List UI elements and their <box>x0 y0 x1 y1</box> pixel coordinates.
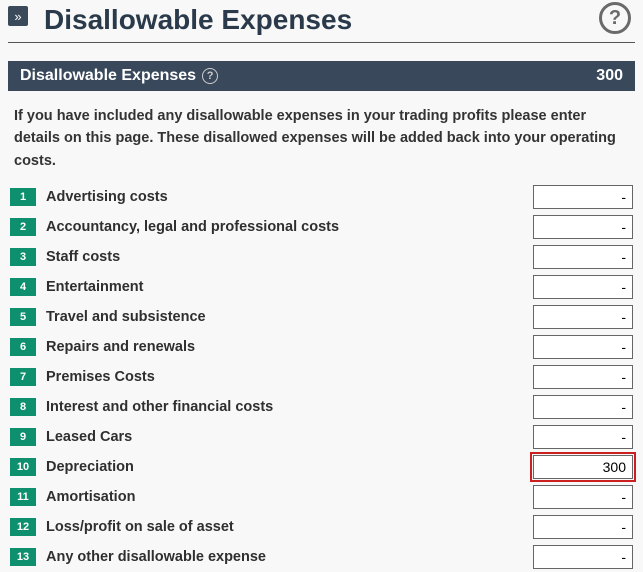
row-label: Interest and other financial costs <box>46 399 523 415</box>
expense-row: 12 Loss/profit on sale of asset <box>10 512 633 542</box>
row-value-input[interactable] <box>533 245 633 269</box>
row-number: 2 <box>10 218 36 236</box>
expense-row: 9 Leased Cars <box>10 422 633 452</box>
row-label: Repairs and renewals <box>46 339 523 355</box>
row-label: Loss/profit on sale of asset <box>46 519 523 535</box>
row-label: Entertainment <box>46 279 523 295</box>
row-number: 3 <box>10 248 36 266</box>
expense-row: 8 Interest and other financial costs <box>10 392 633 422</box>
row-value-input[interactable] <box>533 425 633 449</box>
row-value-input[interactable] <box>533 335 633 359</box>
expense-row: 1 Advertising costs <box>10 182 633 212</box>
row-label: Accountancy, legal and professional cost… <box>46 219 523 235</box>
row-label: Leased Cars <box>46 429 523 445</box>
row-number: 8 <box>10 398 36 416</box>
row-value-input[interactable] <box>533 455 633 479</box>
expense-row: 7 Premises Costs <box>10 362 633 392</box>
expense-row: 6 Repairs and renewals <box>10 332 633 362</box>
row-value-input[interactable] <box>533 545 633 569</box>
row-label: Depreciation <box>46 459 523 475</box>
expense-row: 3 Staff costs <box>10 242 633 272</box>
page-title: Disallowable Expenses ? <box>8 0 635 43</box>
row-value-input[interactable] <box>533 275 633 299</box>
expense-row: 5 Travel and subsistence <box>10 302 633 332</box>
expense-rows: 1 Advertising costs 2 Accountancy, legal an… <box>0 182 643 572</box>
row-label: Travel and subsistence <box>46 309 523 325</box>
row-number: 4 <box>10 278 36 296</box>
row-label: Staff costs <box>46 249 523 265</box>
section-total: 300 <box>596 67 623 85</box>
expense-row: 4 Entertainment <box>10 272 633 302</box>
row-value-input[interactable] <box>533 215 633 239</box>
row-number: 5 <box>10 308 36 326</box>
row-value-input[interactable] <box>533 485 633 509</box>
row-number: 10 <box>10 458 36 476</box>
expense-row: 2 Accountancy, legal and professional cos… <box>10 212 633 242</box>
row-value-input[interactable] <box>533 395 633 419</box>
row-value-input[interactable] <box>533 185 633 209</box>
row-number: 11 <box>10 488 36 506</box>
section-header: Disallowable Expenses ? 300 <box>8 61 635 91</box>
intro-text: If you have included any disallowable ex… <box>0 91 643 182</box>
expense-row: 11 Amortisation <box>10 482 633 512</box>
row-value-input[interactable] <box>533 365 633 389</box>
help-icon[interactable]: ? <box>599 2 631 34</box>
page-title-text: Disallowable Expenses <box>44 4 352 35</box>
expense-row: 13 Any other disallowable expense <box>10 542 633 572</box>
section-title: Disallowable Expenses <box>20 67 196 85</box>
row-label: Amortisation <box>46 489 523 505</box>
row-label: Advertising costs <box>46 189 523 205</box>
row-label: Premises Costs <box>46 369 523 385</box>
row-value-input[interactable] <box>533 515 633 539</box>
section-help-icon[interactable]: ? <box>202 68 218 84</box>
row-number: 13 <box>10 548 36 566</box>
row-number: 12 <box>10 518 36 536</box>
row-label: Any other disallowable expense <box>46 549 523 565</box>
row-number: 7 <box>10 368 36 386</box>
row-value-input[interactable] <box>533 305 633 329</box>
row-number: 6 <box>10 338 36 356</box>
row-number: 1 <box>10 188 36 206</box>
expense-row: 10 Depreciation <box>10 452 633 482</box>
row-number: 9 <box>10 428 36 446</box>
